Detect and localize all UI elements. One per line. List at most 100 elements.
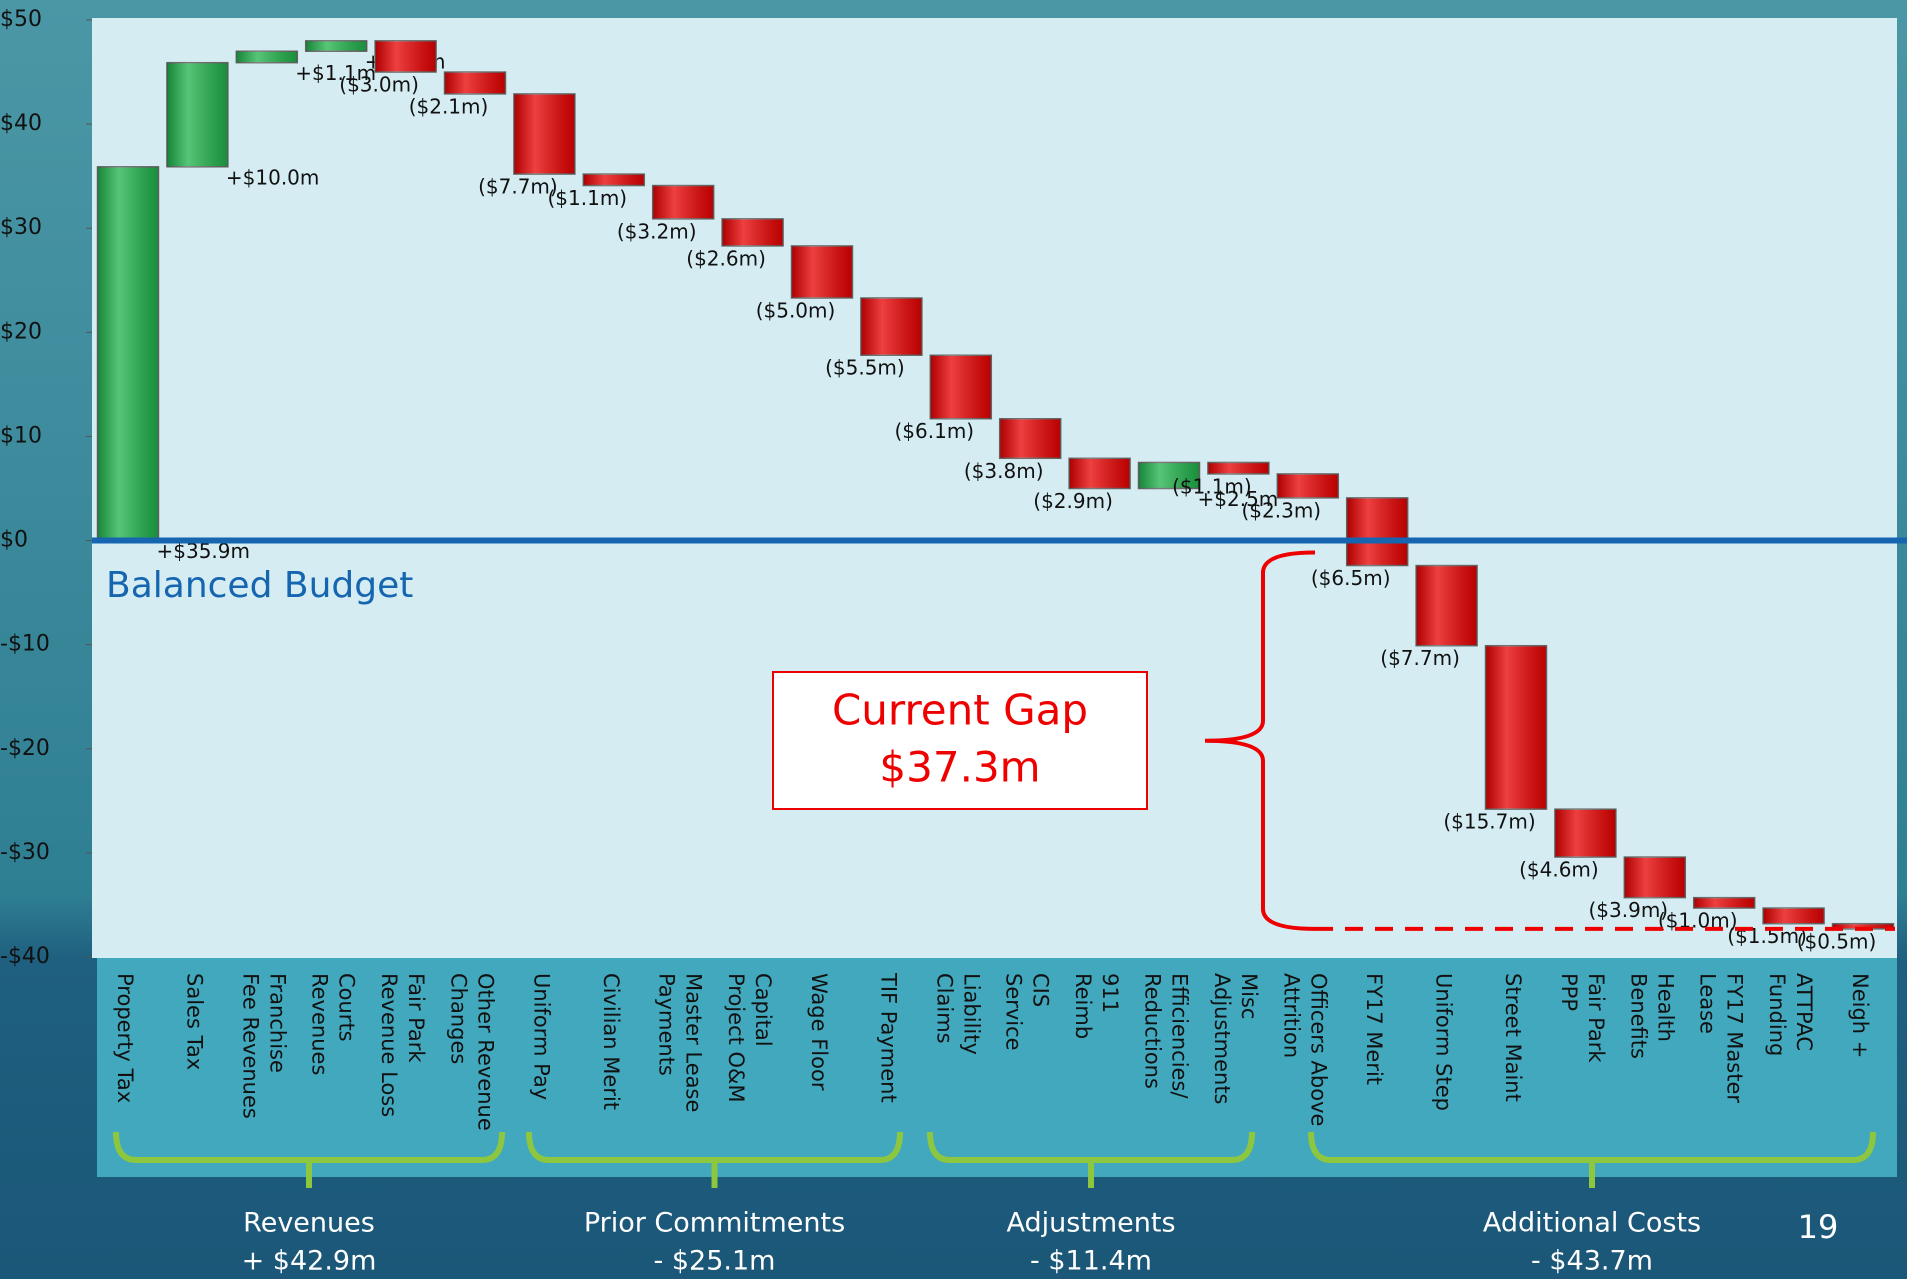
value-label: ($15.7m)	[1443, 810, 1535, 834]
x-tick-label: Attrition	[1279, 973, 1303, 1058]
gap-value: $37.3m	[879, 743, 1040, 792]
bar-shine	[722, 218, 784, 246]
bar-shine	[305, 40, 367, 52]
group-bracket	[113, 1131, 505, 1188]
x-tick-label: Reductions	[1141, 973, 1165, 1089]
bar-shine	[1624, 857, 1686, 898]
x-tick-label: TIF Payment	[876, 972, 900, 1103]
x-tick-label: Capital	[751, 973, 775, 1047]
bar-shine	[375, 40, 437, 73]
group-name: Prior Commitments	[584, 1208, 845, 1239]
group-name: Adjustments	[1006, 1208, 1175, 1239]
x-tick-label: Street Maint	[1501, 973, 1525, 1102]
bar-shine	[791, 245, 853, 298]
gap-brace	[1204, 550, 1316, 931]
bar-shine	[513, 93, 575, 175]
value-label: ($3.2m)	[617, 219, 697, 243]
x-tick-label: ATTPAC	[1792, 973, 1816, 1051]
y-tick-label: -$20	[0, 736, 50, 761]
value-label: ($5.0m)	[756, 298, 836, 322]
bar-shine	[1832, 923, 1894, 929]
bar-shine	[1346, 497, 1408, 566]
bar-shine	[1138, 462, 1200, 489]
y-tick-label: -$10	[0, 632, 50, 657]
x-tick-label: Wage Floor	[807, 973, 831, 1091]
x-tick-label: Neigh +	[1848, 973, 1872, 1058]
group-name: Additional Costs	[1483, 1208, 1701, 1239]
value-label: ($3.0m)	[339, 73, 419, 97]
group-total: - $43.7m	[1531, 1246, 1653, 1277]
bar-shine	[444, 72, 506, 94]
value-label: ($3.8m)	[964, 459, 1044, 483]
y-tick-label: -$40	[0, 944, 50, 969]
bar-shine	[1763, 908, 1825, 924]
y-tick-label: $50	[0, 7, 42, 32]
bar-shine	[1207, 462, 1269, 474]
x-tick-label: 911	[1098, 973, 1122, 1013]
bar-shine	[1485, 645, 1547, 810]
y-tick-label: $40	[0, 111, 42, 136]
bar-shine	[652, 185, 714, 219]
x-tick-label: Misc	[1237, 973, 1261, 1019]
x-tick-label: PPP	[1557, 973, 1581, 1011]
group-total: - $25.1m	[654, 1246, 776, 1277]
x-tick-label: Franchise	[265, 973, 289, 1073]
value-label: +$2.5m	[1198, 487, 1279, 511]
x-tick-label: Sales Tax	[182, 973, 206, 1070]
x-tick-label: Fee Revenues	[238, 973, 262, 1119]
x-tick-label: CIS	[1029, 973, 1053, 1007]
gap-box	[772, 671, 1148, 810]
value-label: +$1.1m	[295, 61, 376, 85]
value-label: ($1.0m)	[1658, 909, 1738, 933]
bar-shine	[1069, 458, 1131, 489]
page-number: 19	[1798, 1208, 1839, 1246]
x-tick-label: FY17 Master	[1723, 973, 1747, 1103]
value-label: ($2.1m)	[409, 94, 489, 118]
value-label: ($2.3m)	[1241, 498, 1321, 522]
plot-area	[92, 18, 1897, 958]
y-tick-label: $10	[0, 423, 42, 448]
x-tick-label: Benefits	[1626, 973, 1650, 1059]
x-tick-label: FY17 Merit	[1362, 973, 1386, 1085]
x-tick-label: Revenue Loss	[377, 973, 401, 1117]
bar-shine	[860, 297, 922, 356]
bar-shine	[236, 51, 298, 63]
value-label: ($7.7m)	[478, 175, 558, 199]
x-tick-label: Fair Park	[1584, 973, 1608, 1063]
x-tick-label: Fair Park	[404, 973, 428, 1063]
x-tick-label: Other Revenue	[474, 973, 498, 1131]
x-tick-label: Uniform Pay	[529, 973, 553, 1100]
x-tick-label: Civilian Merit	[599, 973, 623, 1110]
bar-shine	[1554, 809, 1616, 858]
value-label: ($6.5m)	[1311, 566, 1391, 590]
bar-shine	[930, 355, 992, 419]
bar-shine	[1277, 473, 1339, 498]
x-tick-label: Master Lease	[682, 973, 706, 1112]
bar-shine	[1416, 565, 1478, 646]
group-name: Revenues	[243, 1208, 375, 1239]
bar-shine	[97, 166, 159, 541]
bar-shine	[583, 174, 645, 186]
x-tick-label: Changes	[447, 973, 471, 1064]
x-tick-label: Courts	[335, 973, 359, 1042]
x-tick-label: Service	[1002, 973, 1026, 1051]
x-tick-label: Revenues	[308, 973, 332, 1075]
value-label: ($0.5m)	[1797, 929, 1877, 953]
x-tick-label: Lease	[1696, 973, 1720, 1034]
value-label: ($7.7m)	[1380, 646, 1460, 670]
value-label: ($1.1m)	[1172, 474, 1252, 498]
x-tick-label: Uniform Step	[1432, 973, 1456, 1111]
value-label: ($6.1m)	[894, 419, 974, 443]
value-label: ($3.9m)	[1588, 898, 1668, 922]
group-bracket	[1308, 1131, 1876, 1188]
y-tick-label: $20	[0, 319, 42, 344]
group-total: - $11.4m	[1030, 1246, 1152, 1277]
value-label: ($2.6m)	[686, 246, 766, 270]
x-tick-label: Funding	[1765, 973, 1789, 1056]
group-total: + $42.9m	[242, 1246, 377, 1277]
x-tick-label: Payments	[655, 973, 679, 1076]
baseline-label: Balanced Budget	[106, 565, 413, 606]
value-label: ($2.9m)	[1033, 489, 1113, 513]
